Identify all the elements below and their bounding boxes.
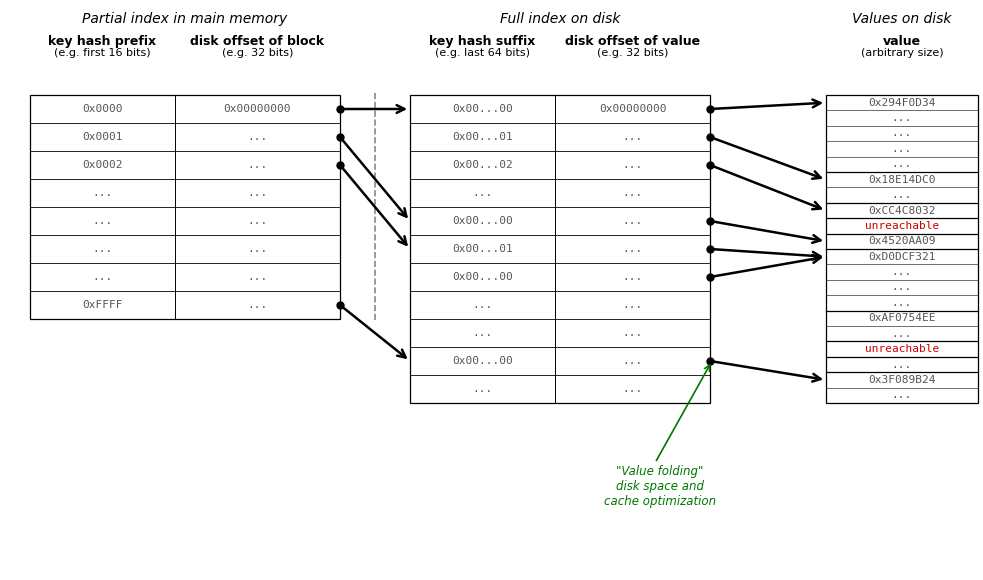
Text: (e.g. first 16 bits): (e.g. first 16 bits) <box>54 48 150 58</box>
Text: ...: ... <box>248 244 267 254</box>
Text: 0x00...01: 0x00...01 <box>452 244 513 254</box>
Text: ...: ... <box>622 272 643 282</box>
Text: 0x00...01: 0x00...01 <box>452 132 513 142</box>
Text: 0x0001: 0x0001 <box>83 132 123 142</box>
Text: ...: ... <box>622 132 643 142</box>
Text: disk offset of block: disk offset of block <box>191 35 324 48</box>
Bar <box>30 95 340 319</box>
Text: 0x3F089B24: 0x3F089B24 <box>868 375 936 385</box>
Text: ...: ... <box>892 129 912 139</box>
Text: ...: ... <box>622 384 643 394</box>
Text: 0x0002: 0x0002 <box>83 160 123 170</box>
Text: ...: ... <box>622 328 643 338</box>
Text: ...: ... <box>248 188 267 198</box>
Text: ...: ... <box>892 144 912 154</box>
Text: ...: ... <box>892 298 912 308</box>
Text: 0x00...00: 0x00...00 <box>452 216 513 226</box>
Text: ...: ... <box>892 190 912 200</box>
Text: 0x0000: 0x0000 <box>83 104 123 114</box>
Text: Values on disk: Values on disk <box>852 12 952 26</box>
Text: ...: ... <box>92 216 113 226</box>
Text: ...: ... <box>92 272 113 282</box>
Text: 0x00...02: 0x00...02 <box>452 160 513 170</box>
Text: 0x00000000: 0x00000000 <box>599 104 666 114</box>
Text: 0x00...00: 0x00...00 <box>452 104 513 114</box>
Text: ...: ... <box>473 300 492 310</box>
Text: (e.g. 32 bits): (e.g. 32 bits) <box>222 48 293 58</box>
Text: ...: ... <box>892 360 912 369</box>
Text: 0xCC4C8032: 0xCC4C8032 <box>868 205 936 216</box>
Text: (arbitrary size): (arbitrary size) <box>861 48 944 58</box>
Text: ...: ... <box>892 160 912 169</box>
Text: "Value folding"
disk space and
cache optimization: "Value folding" disk space and cache opt… <box>604 465 716 508</box>
Text: ...: ... <box>622 188 643 198</box>
Text: (e.g. last 64 bits): (e.g. last 64 bits) <box>435 48 530 58</box>
Text: ...: ... <box>248 160 267 170</box>
Text: Partial index in main memory: Partial index in main memory <box>83 12 288 26</box>
Text: ...: ... <box>622 244 643 254</box>
Text: 0x00...00: 0x00...00 <box>452 356 513 366</box>
Bar <box>826 95 978 403</box>
Bar <box>410 95 710 403</box>
Text: 0x00000000: 0x00000000 <box>224 104 291 114</box>
Text: (e.g. 32 bits): (e.g. 32 bits) <box>597 48 668 58</box>
Text: ...: ... <box>892 113 912 123</box>
Text: 0xD0DCF321: 0xD0DCF321 <box>868 252 936 262</box>
Text: ...: ... <box>892 267 912 277</box>
Text: ...: ... <box>622 356 643 366</box>
Text: unreachable: unreachable <box>865 221 939 231</box>
Text: ...: ... <box>248 272 267 282</box>
Text: ...: ... <box>248 216 267 226</box>
Text: ...: ... <box>622 216 643 226</box>
Text: ...: ... <box>892 282 912 292</box>
Text: ...: ... <box>248 300 267 310</box>
Text: disk offset of value: disk offset of value <box>565 35 700 48</box>
Text: 0x4520AA09: 0x4520AA09 <box>868 236 936 246</box>
Text: key hash suffix: key hash suffix <box>430 35 536 48</box>
Text: Full index on disk: Full index on disk <box>499 12 620 26</box>
Text: ...: ... <box>92 188 113 198</box>
Text: ...: ... <box>473 328 492 338</box>
Text: key hash prefix: key hash prefix <box>48 35 156 48</box>
Text: ...: ... <box>473 188 492 198</box>
Text: ...: ... <box>92 244 113 254</box>
Text: ...: ... <box>892 329 912 339</box>
Text: 0xAF0754EE: 0xAF0754EE <box>868 313 936 323</box>
Text: unreachable: unreachable <box>865 344 939 354</box>
Text: 0x18E14DC0: 0x18E14DC0 <box>868 175 936 184</box>
Text: ...: ... <box>248 132 267 142</box>
Text: value: value <box>883 35 921 48</box>
Text: 0x294F0D34: 0x294F0D34 <box>868 97 936 108</box>
Text: ...: ... <box>622 160 643 170</box>
Text: ...: ... <box>892 390 912 400</box>
Text: ...: ... <box>473 384 492 394</box>
Text: ...: ... <box>622 300 643 310</box>
Text: 0xFFFF: 0xFFFF <box>83 300 123 310</box>
Text: 0x00...00: 0x00...00 <box>452 272 513 282</box>
